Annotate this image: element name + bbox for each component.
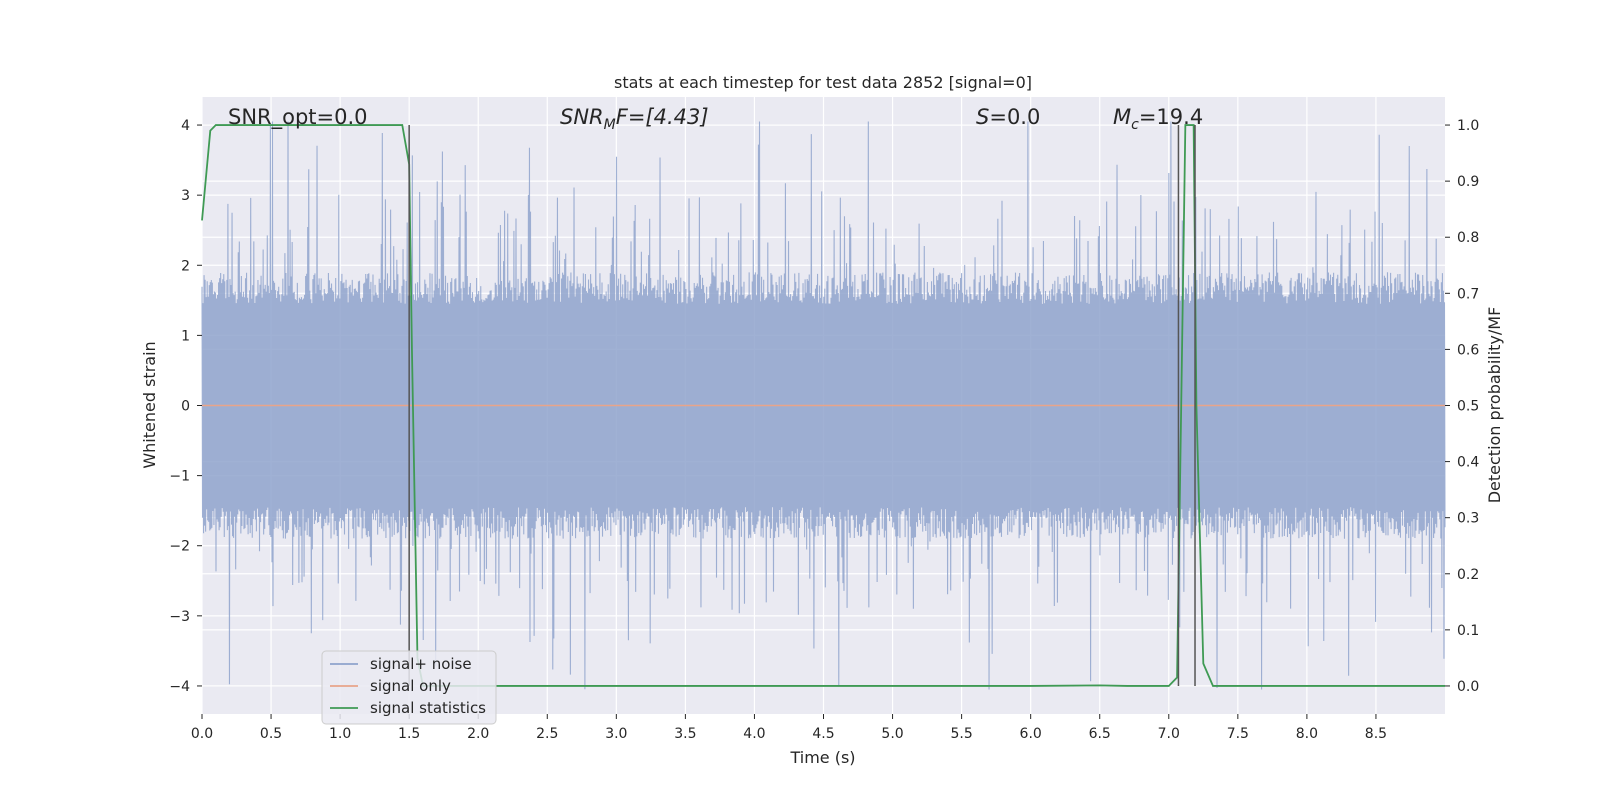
x-tick-label: 0.0 — [191, 726, 213, 742]
x-tick-label: 1.0 — [329, 726, 351, 742]
chart-title: stats at each timestep for test data 285… — [614, 73, 1032, 92]
legend-label: signal only — [370, 677, 451, 695]
annotation-mc-value: Mc=19.4 — [1113, 105, 1203, 133]
legend: signal+ noise signal only signal statistic… — [321, 650, 497, 725]
annotation-snr-opt: SNR_opt=0.0 — [228, 105, 368, 130]
y2-tick-label: 0.5 — [1457, 399, 1479, 415]
y-tick-label: −4 — [169, 679, 190, 695]
y2-tick-label: 0.3 — [1457, 511, 1479, 527]
x-tick-label: 1.5 — [398, 726, 420, 742]
axes: 0.0 0.5 1.0 1.5 2.0 2.5 3.0 3.5 4.0 4.5 5.0 5.5 6.0 6… — [169, 118, 1479, 742]
y2-axis-label: Detection probability/MF — [1485, 307, 1504, 504]
y-tick-label: 3 — [181, 188, 190, 204]
legend-label: signal+ noise — [370, 655, 472, 673]
y2-tick-label: 0.2 — [1457, 567, 1479, 583]
x-tick-label: 2.0 — [467, 726, 489, 742]
y2-tick-label: 0.8 — [1457, 230, 1479, 246]
y-axis-label: Whitened strain — [140, 341, 159, 468]
y-tick-label: −2 — [169, 539, 190, 555]
y2-tick-label: 0.1 — [1457, 623, 1479, 639]
x-tick-label: 6.5 — [1089, 726, 1111, 742]
y2-tick-label: 1.0 — [1457, 118, 1479, 134]
y2-tick-label: 0.6 — [1457, 342, 1479, 358]
x-tick-label: 4.0 — [743, 726, 765, 742]
series-signal-statistics-line — [201, 124, 1445, 687]
annotations: SNR_opt=0.0 SNRMF=[4.43] S=0.0 Mc=19.4 — [228, 105, 1203, 133]
y-tick-label: 0 — [181, 399, 190, 415]
legend-box — [321, 650, 497, 725]
x-tick-label: 2.5 — [536, 726, 558, 742]
y-tick-label: −1 — [169, 469, 190, 485]
y-tick-label: 4 — [181, 118, 190, 134]
y-tick-label: 2 — [181, 258, 190, 274]
y2-tick-label: 0.7 — [1457, 286, 1479, 302]
x-tick-label: 4.5 — [812, 726, 834, 742]
x-tick-label: 7.0 — [1158, 726, 1180, 742]
annotation-snr-mf: SNRMF=[4.43] — [560, 105, 709, 133]
y2-tick-label: 0.4 — [1457, 455, 1479, 471]
legend-label: signal statistics — [370, 699, 486, 717]
x-tick-label: 5.0 — [881, 726, 903, 742]
y-tick-label: −3 — [169, 609, 190, 625]
vertical-markers — [408, 125, 1196, 686]
x-axis-label: Time (s) — [789, 748, 855, 767]
x-tick-label: 6.0 — [1020, 726, 1042, 742]
y2-tick-label: 0.0 — [1457, 679, 1479, 695]
x-tick-label: 8.0 — [1296, 726, 1318, 742]
x-tick-label: 8.5 — [1365, 726, 1387, 742]
x-tick-label: 3.5 — [674, 726, 696, 742]
x-tick-label: 5.5 — [950, 726, 972, 742]
x-tick-label: 0.5 — [260, 726, 282, 742]
y2-tick-label: 0.9 — [1457, 174, 1479, 190]
y-tick-label: 1 — [181, 328, 190, 344]
annotation-s-value: S=0.0 — [976, 105, 1040, 129]
x-tick-label: 3.0 — [605, 726, 627, 742]
x-tick-label: 7.5 — [1227, 726, 1249, 742]
